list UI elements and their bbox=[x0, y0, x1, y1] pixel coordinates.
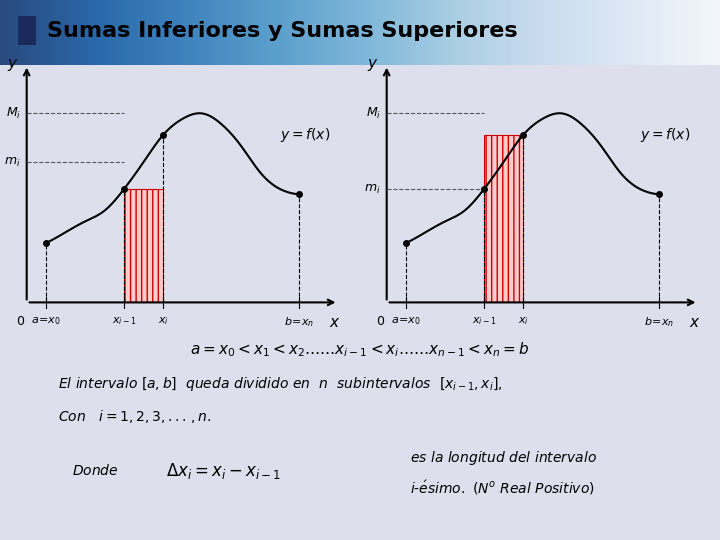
Text: $M_i$: $M_i$ bbox=[366, 106, 381, 121]
Text: $b\!=\!x_n$: $b\!=\!x_n$ bbox=[644, 315, 675, 329]
Text: $\Delta x_i = x_i - x_{i-1}$: $\Delta x_i = x_i - x_{i-1}$ bbox=[166, 461, 281, 481]
Text: $0$: $0$ bbox=[377, 315, 385, 328]
Text: Sumas Inferiores y Sumas Superiores: Sumas Inferiores y Sumas Superiores bbox=[47, 21, 518, 41]
Text: $\it{Con\ \ \ i=1,2,3,...\,,n.}$: $\it{Con\ \ \ i=1,2,3,...\,,n.}$ bbox=[58, 408, 211, 426]
Bar bbox=[18, 16, 36, 45]
Text: $x_i$: $x_i$ bbox=[158, 315, 168, 327]
Text: $0$: $0$ bbox=[17, 315, 25, 328]
Text: $x$: $x$ bbox=[689, 315, 701, 330]
Text: $a\!=\!x_0$: $a\!=\!x_0$ bbox=[31, 315, 61, 327]
Text: $\it{El\ intervalo\ [a,b]\ \ queda\ dividido\ en\ \ n\ \ subintervalos\ \ [x_{i-: $\it{El\ intervalo\ [a,b]\ \ queda\ divi… bbox=[58, 375, 503, 394]
Text: $y$: $y$ bbox=[7, 57, 19, 73]
Text: $\it{es\ la\ longitud\ del\ intervalo}$: $\it{es\ la\ longitud\ del\ intervalo}$ bbox=[410, 449, 598, 467]
Text: $M_i$: $M_i$ bbox=[6, 106, 21, 121]
Bar bbox=[484, 135, 523, 302]
Bar bbox=[124, 189, 163, 302]
Text: $m_i$: $m_i$ bbox=[4, 156, 21, 168]
Text: $x_{i-1}$: $x_{i-1}$ bbox=[112, 315, 137, 327]
Text: $y$: $y$ bbox=[367, 57, 379, 73]
Text: $x_i$: $x_i$ bbox=[518, 315, 528, 327]
Text: $b\!=\!x_n$: $b\!=\!x_n$ bbox=[284, 315, 315, 329]
Text: $a = x_0 < x_1 < x_2 \ldots \ldots x_{i-1} < x_i \ldots \ldots x_{n-1} < x_n = b: $a = x_0 < x_1 < x_2 \ldots \ldots x_{i-… bbox=[190, 341, 530, 359]
Text: $a\!=\!x_0$: $a\!=\!x_0$ bbox=[391, 315, 421, 327]
Text: $x$: $x$ bbox=[329, 315, 341, 330]
Text: $y = f(x)$: $y = f(x)$ bbox=[280, 126, 330, 144]
Text: $x_{i-1}$: $x_{i-1}$ bbox=[472, 315, 497, 327]
Text: $\it{i\text{-}\acute{e}simo.\ (N^o\ Real\ Positivo)}$: $\it{i\text{-}\acute{e}simo.\ (N^o\ Real… bbox=[410, 479, 595, 497]
Text: $y = f(x)$: $y = f(x)$ bbox=[640, 126, 690, 144]
Text: $m_i$: $m_i$ bbox=[364, 183, 381, 195]
Text: $\it{Donde}$: $\it{Donde}$ bbox=[72, 463, 119, 478]
